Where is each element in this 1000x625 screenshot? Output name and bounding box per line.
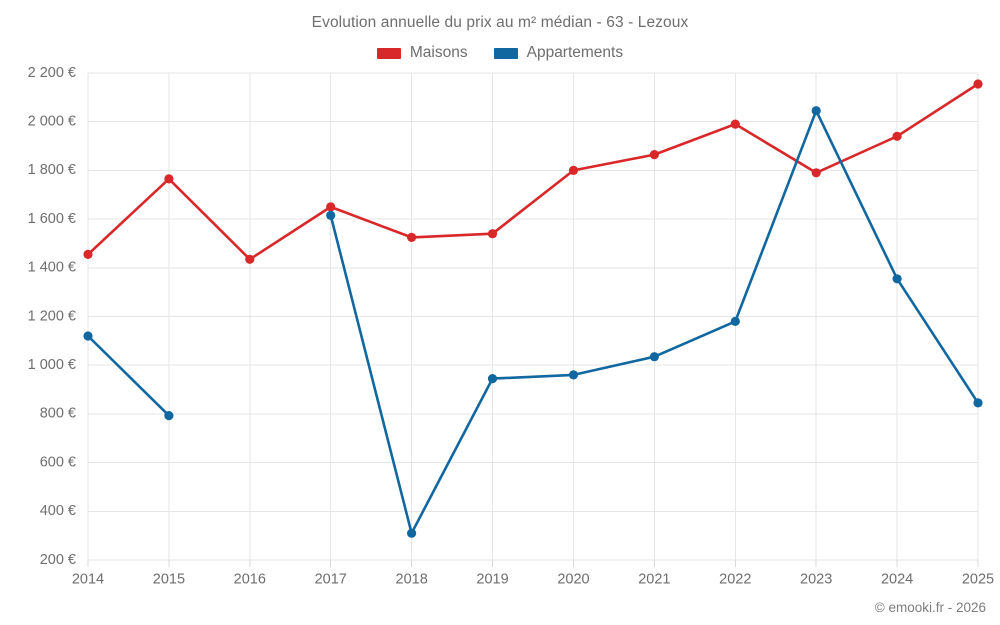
data-point-maisons-2022[interactable] xyxy=(730,119,740,129)
series-line-maisons xyxy=(86,82,980,261)
y-tick-label: 1 800 € xyxy=(28,162,76,178)
data-point-maisons-2015[interactable] xyxy=(164,174,174,184)
x-tick-label: 2018 xyxy=(396,572,428,588)
data-point-maisons-2019[interactable] xyxy=(487,229,498,239)
y-tick-label: 600 € xyxy=(40,454,76,470)
chart-legend: Maisons Appartements xyxy=(0,44,1000,62)
x-tick-label: 2016 xyxy=(234,572,266,588)
chart-title: Evolution annuelle du prix au m² médian … xyxy=(311,14,689,31)
x-tick-label: 2022 xyxy=(719,572,751,588)
data-point-appartements-2019[interactable] xyxy=(487,374,498,384)
x-tick-label: 2021 xyxy=(638,572,670,588)
data-point-maisons-2016[interactable] xyxy=(245,254,255,264)
legend-swatch-appartements xyxy=(493,47,518,59)
x-tick-label: 2025 xyxy=(962,572,994,588)
x-tick-label: 2017 xyxy=(315,572,347,588)
x-tick-label: 2023 xyxy=(800,572,832,588)
x-tick-label: 2015 xyxy=(153,572,185,588)
x-axis-tick-labels: 2014 2015 2016 2017 2018 2019 2020 2021 2022 2023… xyxy=(72,572,994,588)
data-point-maisons-2021[interactable] xyxy=(649,150,660,160)
footer-credit: © emooki.fr - 2026 xyxy=(874,600,986,615)
data-point-maisons-2023[interactable] xyxy=(811,168,821,178)
data-point-maisons-2020[interactable] xyxy=(568,165,579,175)
data-point-maisons-2017[interactable] xyxy=(326,202,336,212)
y-tick-label: 2 000 € xyxy=(28,114,76,130)
y-tick-label: 1 000 € xyxy=(28,357,76,373)
data-point-maisons-2018[interactable] xyxy=(407,232,417,242)
data-point-maisons-2014[interactable] xyxy=(83,249,93,259)
legend-swatch-maisons xyxy=(376,47,401,59)
y-tick-label: 1 200 € xyxy=(28,308,76,324)
series-line-appartements xyxy=(86,334,171,417)
y-tick-label: 1 400 € xyxy=(28,260,76,276)
data-point-appartements-2025[interactable] xyxy=(973,398,983,408)
data-point-appartements-2023[interactable] xyxy=(811,106,821,116)
x-tick-label: 2020 xyxy=(557,572,589,588)
data-point-appartements-2020[interactable] xyxy=(568,370,579,380)
data-point-appartements-2015[interactable] xyxy=(164,411,174,421)
x-tick-label: 2024 xyxy=(881,572,913,588)
data-point-appartements-2021[interactable] xyxy=(649,352,660,362)
data-point-maisons-2025[interactable] xyxy=(973,79,983,89)
x-tick-label: 2019 xyxy=(476,572,508,588)
y-tick-label: 400 € xyxy=(40,503,76,519)
y-tick-label: 1 600 € xyxy=(28,211,76,227)
x-tick-label: 2014 xyxy=(72,572,104,588)
legend-label-appartements: Appartements xyxy=(526,44,624,61)
data-point-maisons-2024[interactable] xyxy=(892,131,902,141)
legend-item-maisons[interactable]: Maisons xyxy=(376,44,468,62)
legend-item-appartements[interactable]: Appartements xyxy=(493,44,624,62)
y-axis-tick-labels: 200 € 400 € 600 € 800 € 1 000 € 1 200 € 1 400 … xyxy=(28,65,76,568)
data-point-appartements-2014[interactable] xyxy=(83,331,93,341)
y-tick-label: 2 200 € xyxy=(28,65,76,81)
data-point-appartements-2022[interactable] xyxy=(730,316,740,326)
data-point-appartements-2018[interactable] xyxy=(407,528,417,538)
data-point-appartements-2024[interactable] xyxy=(892,274,902,284)
grid-lines xyxy=(87,72,979,567)
data-point-appartements-2017[interactable] xyxy=(326,210,336,220)
y-tick-label: 800 € xyxy=(40,406,76,422)
legend-label-maisons: Maisons xyxy=(409,44,468,61)
y-tick-label: 200 € xyxy=(40,552,76,568)
data-series-layer xyxy=(83,79,983,538)
